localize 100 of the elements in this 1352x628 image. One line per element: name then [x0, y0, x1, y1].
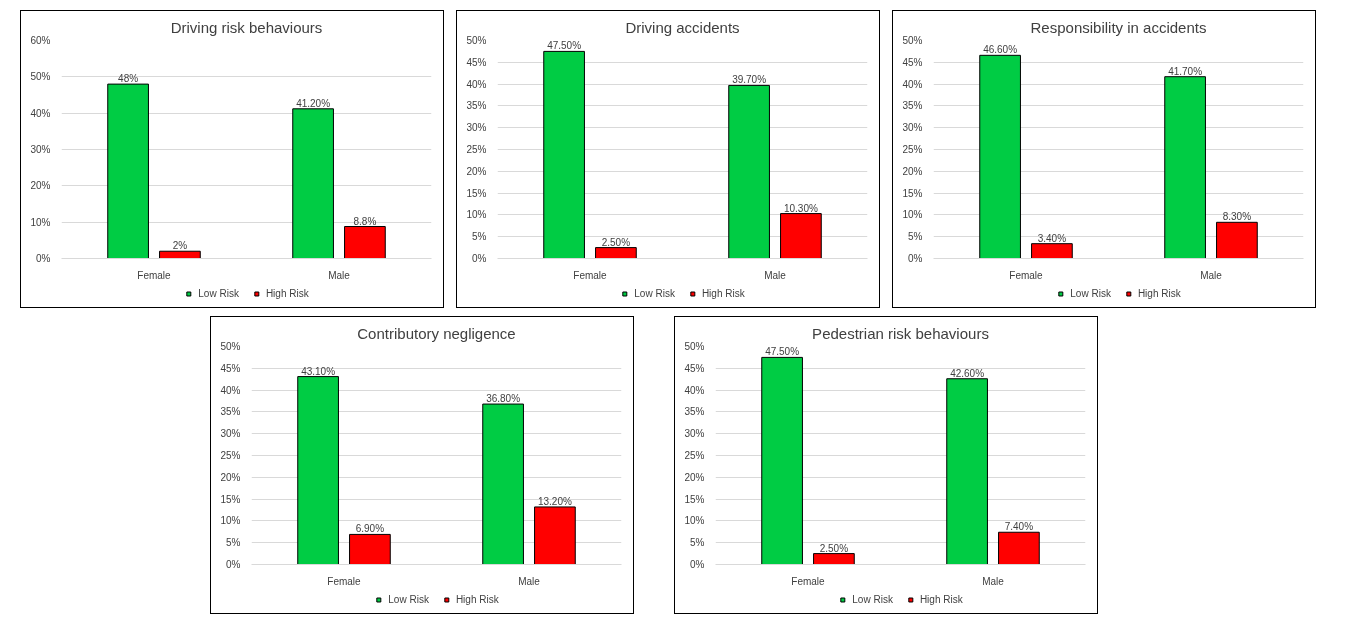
- x-tick-label: Male: [982, 575, 1005, 587]
- y-tick-label: 40%: [684, 384, 705, 396]
- data-label: 47.50%: [547, 40, 582, 52]
- y-tick-label: 45%: [684, 362, 705, 374]
- legend-label: High Risk: [919, 593, 963, 605]
- bar: [1164, 76, 1206, 259]
- y-tick-label: 25%: [902, 144, 923, 155]
- bar: [728, 84, 770, 259]
- y-tick-label: 50%: [30, 71, 51, 83]
- y-tick-label: 5%: [226, 537, 241, 549]
- bar: [998, 531, 1040, 565]
- y-tick-label: 45%: [220, 362, 241, 374]
- y-tick-label: 50%: [220, 341, 241, 352]
- y-tick-label: 30%: [466, 122, 487, 134]
- bar: [107, 83, 149, 259]
- x-tick-label: Female: [137, 269, 172, 281]
- legend-label: High Risk: [1137, 287, 1181, 299]
- data-label: 8.30%: [1222, 211, 1252, 223]
- bar: [946, 378, 988, 565]
- data-label: 46.60%: [983, 44, 1018, 56]
- bar: [780, 213, 822, 259]
- y-tick-label: 0%: [908, 253, 923, 264]
- y-tick-label: 40%: [902, 78, 923, 90]
- bar: [297, 376, 339, 565]
- data-label: 2%: [172, 240, 188, 252]
- bar: [534, 506, 576, 565]
- bar: [1216, 221, 1258, 259]
- y-tick-label: 30%: [684, 428, 705, 440]
- y-tick-label: 35%: [466, 100, 487, 112]
- y-tick-label: 20%: [466, 165, 487, 177]
- data-label: 2.50%: [819, 542, 849, 554]
- y-tick-label: 15%: [220, 493, 241, 505]
- data-label: 48%: [118, 73, 139, 85]
- legend-label: High Risk: [265, 287, 309, 299]
- y-tick-label: 50%: [466, 35, 487, 46]
- legend-label: High Risk: [701, 287, 745, 299]
- data-label: 7.40%: [1004, 521, 1034, 533]
- y-tick-label: 10%: [684, 515, 705, 527]
- x-tick-label: Male: [328, 269, 351, 281]
- y-tick-label: 20%: [684, 471, 705, 483]
- bar: [543, 50, 585, 259]
- data-label: 39.70%: [732, 74, 767, 86]
- bar: [344, 226, 386, 259]
- y-tick-label: 5%: [472, 231, 487, 243]
- y-tick-label: 35%: [684, 406, 705, 418]
- bar: [761, 356, 803, 565]
- data-label: 2.50%: [601, 236, 631, 248]
- y-tick-label: 40%: [466, 78, 487, 90]
- y-tick-label: 25%: [466, 144, 487, 155]
- x-tick-label: Female: [573, 269, 608, 281]
- y-tick-label: 0%: [226, 559, 241, 570]
- bar: [595, 247, 637, 259]
- y-tick-label: 50%: [902, 35, 923, 46]
- data-label: 3.40%: [1037, 232, 1067, 244]
- x-tick-label: Male: [518, 575, 541, 587]
- chart-title: Responsibility in accidents: [1030, 18, 1207, 36]
- bar: [482, 403, 524, 565]
- y-tick-label: 25%: [220, 450, 241, 461]
- x-tick-label: Female: [327, 575, 362, 587]
- y-tick-label: 0%: [690, 559, 705, 570]
- x-tick-label: Female: [1009, 269, 1044, 281]
- bar: [292, 108, 334, 259]
- bar: [813, 553, 855, 565]
- legend-label: High Risk: [455, 593, 499, 605]
- legend-label: Low Risk: [198, 287, 239, 299]
- y-tick-label: 40%: [220, 384, 241, 396]
- y-tick-label: 15%: [466, 187, 487, 199]
- data-label: 41.20%: [296, 97, 331, 109]
- y-tick-label: 25%: [684, 450, 705, 461]
- y-tick-label: 60%: [30, 35, 51, 46]
- x-tick-label: Male: [764, 269, 787, 281]
- chart-title: Contributory negligence: [357, 324, 516, 342]
- chart-title: Driving accidents: [625, 18, 740, 36]
- y-tick-label: 10%: [466, 209, 487, 221]
- chart-title: Driving risk behaviours: [170, 18, 323, 36]
- bar: [979, 54, 1021, 259]
- y-tick-label: 30%: [902, 122, 923, 134]
- chart-title: Pedestrian risk behaviours: [812, 324, 989, 342]
- data-label: 36.80%: [486, 393, 521, 405]
- y-tick-label: 10%: [902, 209, 923, 221]
- y-tick-label: 35%: [220, 406, 241, 418]
- y-tick-label: 30%: [30, 144, 51, 155]
- bar: [349, 533, 391, 565]
- data-label: 8.8%: [353, 215, 377, 227]
- data-label: 10.30%: [783, 202, 818, 214]
- legend-label: Low Risk: [852, 593, 893, 605]
- y-tick-label: 10%: [220, 515, 241, 527]
- y-tick-label: 20%: [220, 471, 241, 483]
- y-tick-label: 15%: [684, 493, 705, 505]
- data-label: 41.70%: [1168, 65, 1203, 77]
- data-label: 42.60%: [950, 367, 985, 379]
- y-tick-label: 20%: [30, 180, 51, 192]
- y-tick-label: 5%: [690, 537, 705, 549]
- legend-label: Low Risk: [1070, 287, 1111, 299]
- data-label: 13.20%: [537, 495, 572, 507]
- data-label: 47.50%: [765, 346, 800, 358]
- x-tick-label: Male: [1200, 269, 1223, 281]
- y-tick-label: 0%: [472, 253, 487, 264]
- y-tick-label: 5%: [908, 231, 923, 243]
- y-tick-label: 40%: [30, 107, 51, 119]
